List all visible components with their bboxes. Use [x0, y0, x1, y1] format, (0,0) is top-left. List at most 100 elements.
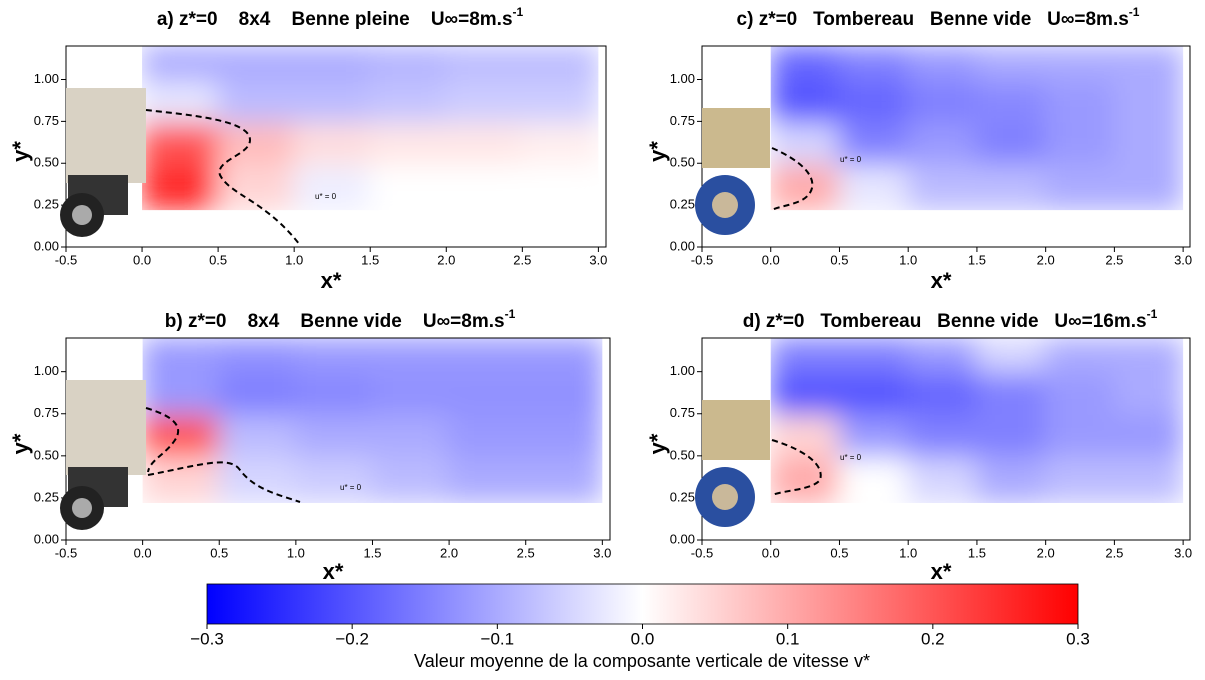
contour-annotation: u* = 0: [840, 453, 862, 462]
truck-b: [60, 380, 146, 530]
x-axis-label: x*: [931, 268, 952, 293]
x-tick-label: 1.0: [899, 252, 917, 267]
field-cell: [1113, 412, 1184, 457]
x-tick-label: 3.0: [1174, 252, 1192, 267]
panel-title: b) z*=0 8x4 Benne vide U∞=8m.s-1: [165, 307, 516, 332]
y-tick-label: 0.25: [670, 489, 695, 504]
x-axis-label: x*: [931, 559, 952, 584]
field-cell: [445, 120, 524, 165]
field-cell: [521, 46, 599, 81]
x-tick-label: 2.0: [1037, 545, 1055, 560]
x-tick-label: 2.0: [440, 545, 458, 560]
y-tick-label: 0.00: [34, 238, 59, 253]
field-cell: [445, 46, 524, 81]
x-tick-label: 0.5: [830, 252, 848, 267]
field-cell: [369, 78, 448, 123]
x-tick-label: 1.5: [361, 252, 379, 267]
x-tick-label: 1.0: [287, 545, 305, 560]
field-cell: [1044, 338, 1116, 373]
title-text: c) z*=0 Tombereau Benne vide U∞=8m.s: [737, 9, 1129, 30]
truck-c: [695, 108, 770, 235]
field-cell: [907, 120, 978, 165]
field-cell: [975, 454, 1047, 503]
field-cell: [142, 46, 220, 81]
field-cell: [770, 412, 841, 457]
field-cell: [521, 120, 599, 165]
field-blur: [770, 338, 1184, 503]
y-axis-label: y*: [645, 433, 670, 454]
field-cell: [142, 120, 220, 165]
x-tick-label: 1.5: [968, 252, 986, 267]
colorbar-tick-label: −0.1: [481, 629, 515, 648]
x-tick-label: -0.5: [691, 545, 713, 560]
field-cell: [975, 412, 1047, 457]
field-cell: [371, 454, 451, 503]
field-cell: [371, 412, 451, 457]
field-cell: [217, 46, 296, 81]
field-cell: [142, 370, 221, 415]
field: [142, 46, 599, 211]
field-cell: [142, 412, 221, 457]
x-tick-label: 0.0: [133, 252, 151, 267]
field-blur: [142, 338, 603, 503]
y-axis-label: y*: [8, 433, 33, 454]
x-tick-label: 2.0: [437, 252, 455, 267]
field-cell: [907, 46, 978, 81]
field-cell: [142, 162, 220, 211]
x-axis-label: x*: [323, 559, 344, 584]
y-tick-label: 0.25: [34, 489, 59, 504]
field: [770, 338, 1184, 503]
field-cell: [838, 454, 910, 503]
field-cell: [907, 454, 978, 503]
field-cell: [1113, 162, 1184, 211]
colorbar: [206, 583, 1079, 625]
y-tick-label: 1.00: [34, 71, 59, 86]
field-cell: [907, 370, 978, 415]
y-tick-label: 0.50: [34, 447, 59, 462]
field-cell: [524, 338, 603, 373]
x-tick-label: 2.5: [1105, 252, 1123, 267]
field-blur: [770, 46, 1184, 211]
field-cell: [907, 412, 978, 457]
colorbar-label: Valeur moyenne de la composante vertical…: [414, 651, 870, 671]
field-cell: [838, 162, 910, 211]
y-tick-label: 0.25: [34, 197, 59, 212]
field-cell: [1113, 338, 1184, 373]
title-text: d) z*=0 Tombereau Benne vide U∞=16m.s: [743, 311, 1147, 332]
field-cell: [770, 120, 841, 165]
x-tick-label: 2.5: [517, 545, 535, 560]
field-cell: [838, 338, 910, 373]
field-cell: [975, 78, 1047, 123]
field-cell: [1113, 370, 1184, 415]
field-cell: [371, 370, 451, 415]
field-cell: [371, 338, 451, 373]
x-tick-label: 0.0: [762, 545, 780, 560]
field-cell: [369, 120, 448, 165]
field-cell: [294, 370, 374, 415]
field-cell: [524, 370, 603, 415]
field-cell: [293, 78, 372, 123]
x-tick-label: 0.5: [210, 545, 228, 560]
y-tick-label: 0.50: [670, 155, 695, 170]
x-tick-label: 0.5: [209, 252, 227, 267]
y-tick-label: 0.75: [34, 113, 59, 128]
x-tick-label: 1.5: [968, 545, 986, 560]
field-cell: [907, 338, 978, 373]
field-cell: [975, 162, 1047, 211]
field-cell: [1044, 370, 1116, 415]
x-axis-label: x*: [321, 268, 342, 293]
field-cell: [1113, 46, 1184, 81]
field-cell: [975, 370, 1047, 415]
field-cell: [838, 370, 910, 415]
x-tick-label: 0.0: [762, 252, 780, 267]
field-cell: [448, 412, 527, 457]
y-tick-label: 0.00: [34, 531, 59, 546]
x-tick-label: -0.5: [55, 545, 77, 560]
x-tick-label: -0.5: [55, 252, 77, 267]
field-cell: [294, 338, 374, 373]
y-tick-label: 1.00: [670, 363, 695, 378]
colorbar-tick-label: 0.3: [1066, 629, 1090, 648]
field-cell: [294, 412, 374, 457]
x-tick-label: 1.0: [899, 545, 917, 560]
x-tick-label: -0.5: [691, 252, 713, 267]
